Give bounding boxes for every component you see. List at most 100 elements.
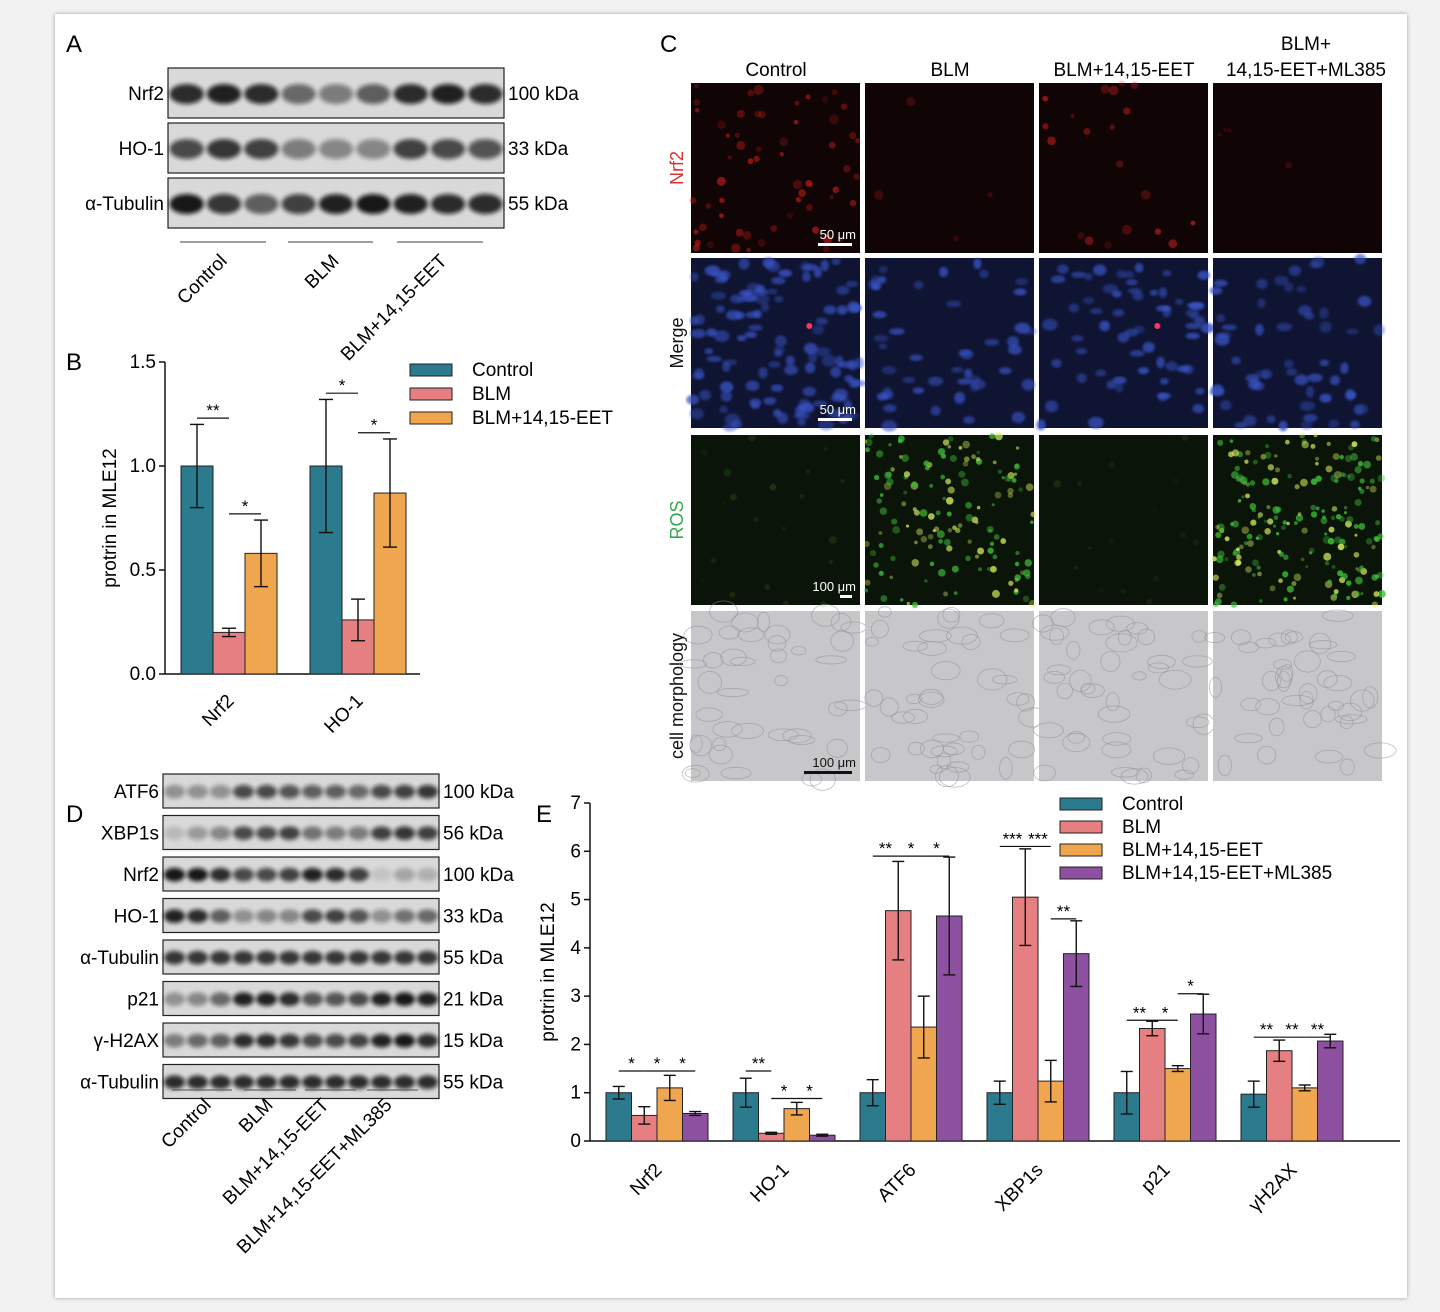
ros-spot (1292, 596, 1297, 600)
cell-dot (1223, 127, 1228, 132)
blot-panelA-row-2-band (206, 194, 242, 214)
ros-spot (729, 493, 737, 501)
bar (1266, 1050, 1293, 1142)
cell-outline (1340, 758, 1355, 776)
bar (682, 1112, 709, 1142)
ros-spot (1315, 475, 1322, 482)
ros-spot (1374, 574, 1380, 579)
cell-outline (1069, 669, 1092, 692)
ros-spot (873, 474, 880, 481)
blot-panelD-row-5-frame (162, 980, 440, 1017)
scale-bar (840, 595, 852, 598)
micrograph-image (1039, 611, 1208, 781)
blot-panelD-row-6-band (324, 1033, 347, 1048)
cell-outline (731, 722, 764, 739)
ros-spot (927, 533, 934, 540)
nucleus (744, 331, 758, 339)
ros-spot (1108, 461, 1115, 469)
significance-label: * (628, 1054, 635, 1073)
ros-spot (947, 435, 954, 442)
cell-outline (1100, 651, 1121, 672)
legend-label: BLM+14,15-EET+ML385 (1122, 863, 1332, 884)
micrograph-merge-0 (686, 257, 867, 432)
nucleus (704, 348, 714, 355)
nucleus (1303, 413, 1318, 423)
nucleus (1157, 393, 1168, 402)
ros-spot (937, 569, 946, 577)
blot-panelD-row-6-band (301, 1033, 324, 1048)
cell-outline (1056, 682, 1074, 700)
ros-spot (989, 565, 997, 573)
ros-spot (1358, 522, 1366, 530)
nucleus (784, 364, 798, 376)
nucleus (793, 412, 810, 420)
nucleus (1129, 349, 1145, 357)
cell-outline (1309, 632, 1332, 655)
blot-panelD-row-6-band (370, 1033, 393, 1048)
cell-dot (734, 132, 740, 138)
nucleus (823, 305, 837, 315)
ros-spot (974, 554, 980, 559)
blot-panelD-row-7-band (370, 1075, 393, 1089)
nucleus (691, 372, 705, 380)
ros-spot (1373, 591, 1380, 597)
nucleus (1278, 420, 1288, 432)
y-tick-label: 3 (570, 986, 581, 1007)
cell-outline (891, 711, 915, 724)
nucleus (1186, 302, 1203, 309)
bar (1317, 1040, 1344, 1142)
cell-outline (1238, 641, 1259, 653)
cell-outline (1102, 732, 1132, 746)
y-tick-label: 6 (570, 841, 581, 862)
cell-outline (1066, 641, 1081, 660)
micrograph-image (1213, 611, 1382, 781)
nucleus (735, 311, 746, 320)
ros-spot (1339, 472, 1345, 477)
cell-dot (694, 239, 701, 247)
blot-panelD-row-1-frame (162, 814, 440, 851)
blot-panelD-row-0-band (347, 784, 370, 799)
nucleus (1256, 278, 1268, 289)
ros-spot (879, 493, 884, 497)
blot-panelD-row-2-frame (162, 856, 440, 892)
ros-spot (991, 503, 995, 507)
nucleus (957, 378, 973, 385)
nucleus (1044, 400, 1059, 413)
nucleus (812, 324, 825, 335)
cell-dot (1083, 128, 1091, 136)
ros-spot (892, 526, 901, 534)
ros-spot (1014, 561, 1020, 567)
cell-outline (1337, 702, 1363, 722)
nucleus (1234, 422, 1247, 429)
nucleus (821, 354, 838, 367)
significance-label: ** (1285, 1020, 1299, 1039)
ros-spot (1000, 538, 1007, 544)
ros-spot (1023, 569, 1031, 577)
cell-outline (681, 764, 710, 783)
blot-panelD-row-4-band (255, 950, 278, 965)
y-tick-label: 1.5 (130, 352, 156, 373)
blot-panelD-row-5-band (324, 992, 347, 1006)
nucleus (843, 400, 853, 411)
ros-spot (1321, 509, 1325, 513)
cell-dot (779, 152, 785, 157)
nucleus (1013, 288, 1027, 296)
ros-spot (1344, 454, 1352, 463)
blot-panelD-row-2-band (278, 867, 301, 882)
cell-outline (877, 606, 892, 618)
ros-spot (903, 471, 911, 478)
ros-spot (878, 531, 883, 536)
ros-spot (936, 530, 945, 539)
cell-outline (731, 612, 759, 633)
cell-outline (1298, 683, 1318, 704)
nucleus (881, 365, 897, 375)
ros-spot (1269, 585, 1276, 592)
cell-dot (792, 179, 803, 190)
y-tick-label: 2 (570, 1034, 581, 1055)
ros-spot (1120, 588, 1126, 594)
significance-label: *** (1003, 829, 1023, 848)
ros-spot (1324, 561, 1330, 566)
ros-spot (965, 501, 972, 509)
cell-outline (1334, 714, 1368, 725)
ros-spot (1252, 559, 1259, 567)
